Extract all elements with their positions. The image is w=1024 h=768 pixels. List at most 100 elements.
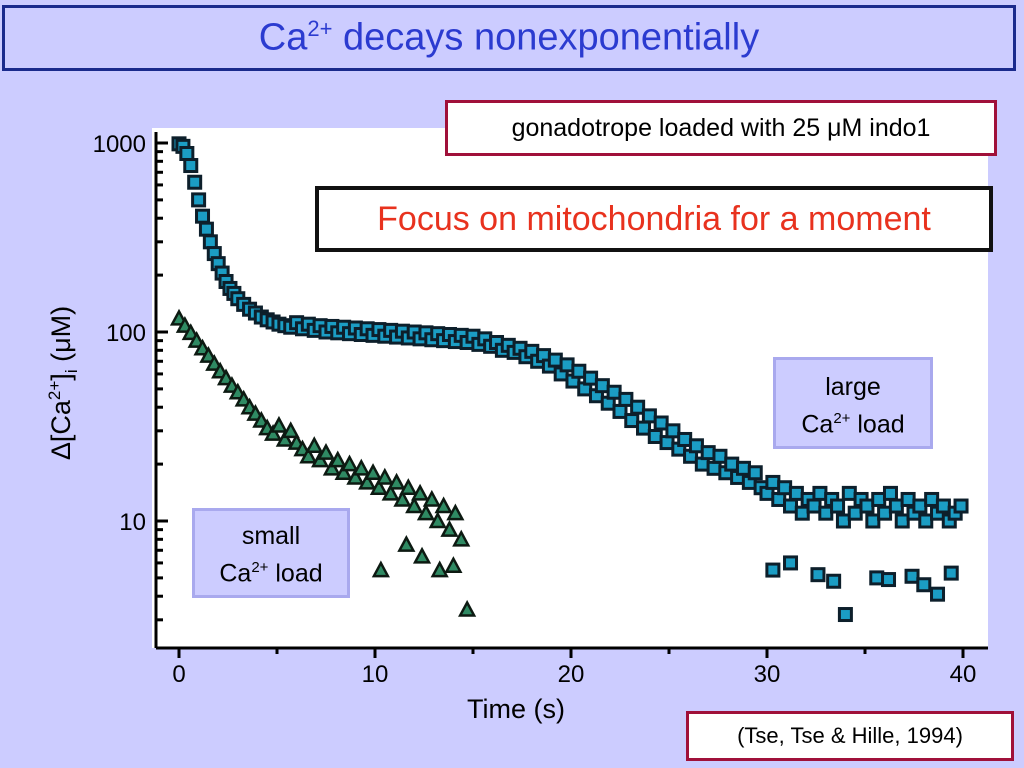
small-load-point <box>434 496 453 514</box>
small-load-point <box>416 503 436 521</box>
large-load-point <box>806 498 822 514</box>
large-load-point <box>865 513 881 529</box>
large-load-point <box>594 378 610 394</box>
focus-note-box: Focus on mitochondria for a moment <box>315 186 993 252</box>
large-load-point <box>183 158 199 174</box>
small-load-point <box>387 472 406 490</box>
small-load-line1: small <box>241 522 301 550</box>
y-tick-label: 1000 <box>93 131 146 158</box>
large-load-point <box>904 568 920 584</box>
large-load-point <box>871 491 887 507</box>
y-title-sup: 2+ <box>45 381 64 400</box>
large-load-point <box>924 491 940 507</box>
large-load-point <box>916 577 932 593</box>
x-tick-label: 10 <box>362 661 389 688</box>
small-load-point <box>446 503 465 521</box>
small-load-point <box>199 345 218 363</box>
y-title-close: ] <box>46 373 76 381</box>
large-load-point <box>547 352 563 368</box>
x-tick-label: 30 <box>754 661 781 688</box>
small-load-point <box>263 423 283 441</box>
large-load-point <box>706 460 722 476</box>
large-load-point <box>630 399 646 415</box>
large-load-point <box>765 562 781 578</box>
large-load-point <box>559 357 575 373</box>
large-load-point <box>900 491 916 507</box>
small-load-point <box>375 467 394 485</box>
large-load-point <box>747 465 763 481</box>
small-load-point <box>334 463 353 481</box>
small-load-point <box>440 520 459 537</box>
dye-note-box: gonadotrope loaded with 25 μM indo1 <box>445 100 997 156</box>
small-load-point <box>444 556 463 573</box>
small-load-point <box>328 450 347 468</box>
large-load-point <box>847 505 863 521</box>
large-load-point <box>930 586 946 602</box>
y-title-open: [Ca <box>46 399 76 442</box>
title-bar: Ca2+ decays nonexponentially <box>2 5 1016 71</box>
small-load-point <box>405 496 424 514</box>
small-load-point <box>352 458 371 476</box>
large-rest: load <box>850 410 905 439</box>
large-load-point <box>882 485 898 501</box>
large-load-line1: large <box>825 373 881 401</box>
large-load-point <box>647 428 663 444</box>
data-marks <box>169 136 969 623</box>
small-load-point <box>269 415 289 433</box>
focus-note: Focus on mitochondria for a moment <box>377 199 931 238</box>
large-load-point <box>881 572 897 588</box>
large-load-point <box>812 485 828 501</box>
small-load-point <box>399 478 418 495</box>
small-load-point <box>428 511 447 529</box>
large-load-point <box>830 498 846 514</box>
large-load-line2: Ca2+ load <box>776 403 930 440</box>
large-load-point <box>653 415 669 431</box>
small-load-label: small Ca2+ load <box>192 508 350 598</box>
large-load-point <box>810 567 826 583</box>
large-load-point <box>665 423 681 439</box>
slide-title: Ca2+ decays nonexponentially <box>259 16 759 60</box>
large-load-point <box>894 513 910 529</box>
large-load-point <box>841 485 857 501</box>
large-load-point <box>935 498 951 514</box>
large-load-point <box>912 498 928 514</box>
y-axis-title: Δ[Ca2+]i (μM) <box>45 306 81 460</box>
large-load-point <box>794 505 810 521</box>
small-load-line2: Ca2+ load <box>195 552 347 589</box>
small-load-point <box>305 436 324 454</box>
large-load-point <box>835 513 851 529</box>
large-load-point <box>571 363 587 379</box>
small-ca: Ca <box>219 559 252 588</box>
y-tick-label: 10 <box>119 509 146 536</box>
large-load-point <box>837 607 853 623</box>
small-load-point <box>363 463 383 481</box>
large-load-point <box>712 448 728 464</box>
small-load-point <box>458 599 477 617</box>
x-tick-label: 0 <box>172 661 185 688</box>
title-superscript: 2+ <box>307 16 333 42</box>
small-load-point <box>358 472 377 490</box>
large-load-point <box>583 370 599 386</box>
small-load-point <box>410 483 430 501</box>
large-load-point <box>677 431 693 447</box>
large-load-point <box>191 192 207 208</box>
small-load-point <box>322 458 341 476</box>
large-load-label: large Ca2+ load <box>773 357 933 449</box>
large-load-point <box>179 145 195 161</box>
small-load-point <box>371 560 390 578</box>
large-load-point <box>771 491 787 507</box>
x-tick-label: 40 <box>950 661 977 688</box>
small-load-point <box>397 534 416 552</box>
dye-note: gonadotrope loaded with 25 μM indo1 <box>511 113 931 142</box>
large-load-point <box>700 445 716 461</box>
large-load-point <box>788 485 804 501</box>
small-load-point <box>299 446 318 464</box>
x-tick-label: 20 <box>558 661 585 688</box>
large-load-point <box>618 391 634 407</box>
large-load-point <box>765 474 781 490</box>
x-axis-title: Time (s) <box>467 694 565 724</box>
small-load-point <box>422 489 441 507</box>
y-title-sub: i <box>62 369 81 373</box>
small-sup: 2+ <box>251 559 269 576</box>
